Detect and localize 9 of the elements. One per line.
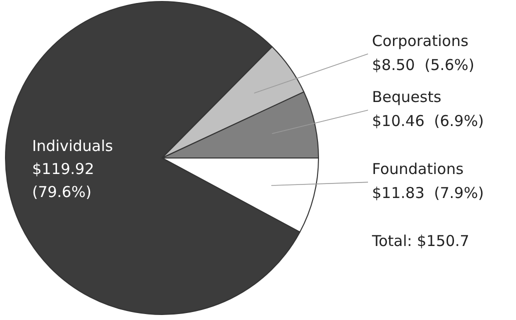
slice-label: Corporations: [372, 32, 469, 50]
data-label: $11.83 (7.9%): [372, 184, 484, 202]
slice-label: Foundations: [372, 160, 464, 178]
slice-label: Individuals: [32, 137, 114, 155]
data-label: $8.50 (5.6%): [372, 56, 474, 74]
data-label: $10.46 (6.9%): [372, 112, 484, 130]
text: Total: $150.7: [371, 232, 470, 250]
slice-label: Bequests: [372, 88, 442, 106]
data-label: $119.92 (79.6%): [32, 160, 94, 201]
